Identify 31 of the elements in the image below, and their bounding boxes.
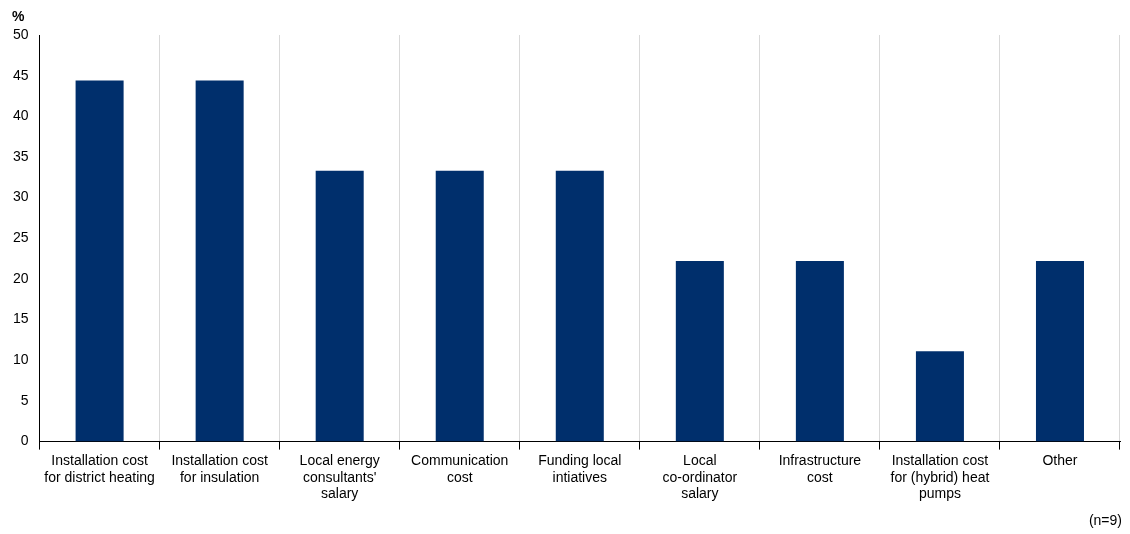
x-tick-label: Infrastructure cost: [778, 451, 862, 485]
x-tick-label: Installation cost for district heating: [44, 451, 155, 485]
y-axis-title: %: [12, 8, 25, 24]
y-tick-label: 30: [12, 188, 29, 205]
bar: [555, 170, 604, 442]
bar: [1035, 261, 1084, 442]
bar: [315, 170, 364, 442]
x-tick-label: Local co-ordinator salary: [662, 451, 738, 502]
x-tick-label: Other: [1042, 451, 1078, 468]
x-tick-label: Funding local intiatives: [538, 451, 622, 485]
y-tick-label: 45: [12, 66, 29, 83]
y-tick-label: 25: [12, 229, 29, 246]
x-tick-label: Communication cost: [411, 451, 509, 485]
x-tick-label: Local energy consultants' salary: [299, 451, 380, 502]
y-tick-label: 5: [20, 391, 29, 408]
text: (n=9): [1088, 512, 1122, 528]
y-tick-label: 35: [12, 147, 29, 164]
x-tick-label: Installation cost for (hybrid) heat pumps: [890, 451, 990, 502]
x-tick-label: Installation cost for insulation: [171, 451, 268, 485]
bar: [435, 170, 484, 442]
y-tick-label: 10: [12, 351, 29, 368]
y-tick-label: 15: [12, 310, 29, 327]
bar: [75, 80, 124, 442]
bar: [915, 351, 964, 442]
y-tick-label: 40: [12, 107, 29, 124]
y-tick-label: 0: [20, 432, 29, 449]
y-tick-label: 20: [12, 269, 29, 286]
bar: [675, 261, 724, 442]
bar: [195, 80, 244, 442]
bar: [795, 261, 844, 442]
y-tick-label: 50: [12, 25, 29, 42]
